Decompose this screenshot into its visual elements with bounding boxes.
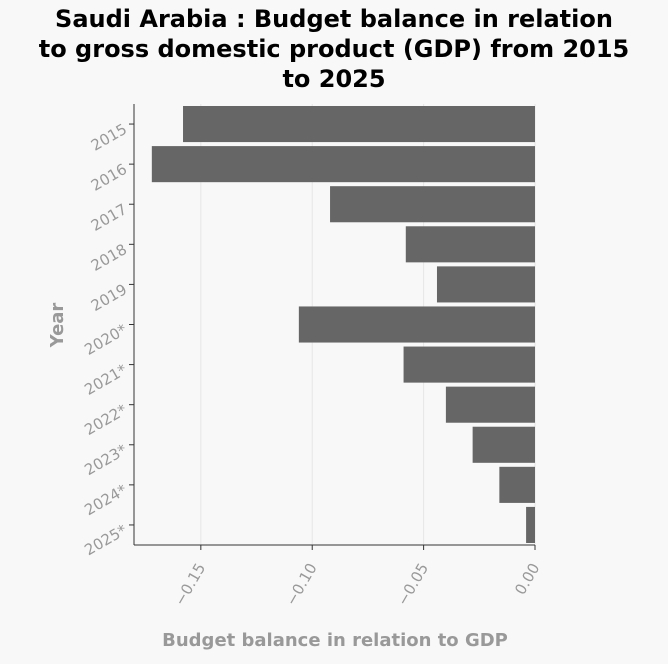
- y-tick-label: 2025*: [81, 521, 130, 560]
- chart-title-line-2: to gross domestic product (GDP) from 201…: [38, 35, 630, 63]
- bar: [472, 426, 535, 463]
- bar: [298, 306, 535, 343]
- y-axis-title: Year: [47, 303, 68, 349]
- y-tick-label: 2020*: [81, 320, 130, 359]
- y-tick-label: 2015: [88, 120, 130, 155]
- x-axis-title: Budget balance in relation to GDP: [162, 630, 508, 651]
- y-tick-label: 2018: [88, 240, 130, 275]
- x-tick-label: −0.05: [394, 560, 433, 609]
- y-tick-label: 2016: [88, 160, 130, 195]
- bar: [405, 226, 535, 263]
- y-tick-label: 2022*: [81, 400, 130, 439]
- x-tick-label: −0.10: [282, 560, 321, 609]
- y-tick-label: 2024*: [81, 480, 130, 519]
- chart-title-line-3: to 2025: [282, 65, 386, 93]
- bar: [436, 266, 535, 303]
- bar: [403, 346, 535, 383]
- bar: [151, 146, 536, 183]
- bar: [183, 106, 535, 143]
- bar: [526, 506, 535, 543]
- chart-title-line-1: Saudi Arabia : Budget balance in relatio…: [55, 5, 613, 33]
- y-tick-label: 2019: [88, 280, 130, 315]
- y-tick-label: 2023*: [81, 440, 130, 479]
- bar: [330, 186, 535, 223]
- y-tick-label: 2021*: [81, 360, 130, 399]
- bars: [151, 106, 536, 543]
- bar: [499, 466, 535, 503]
- bar: [445, 386, 535, 423]
- x-tick-label: 0.00: [511, 560, 543, 598]
- y-tick-label: 2017: [88, 200, 130, 235]
- chart-title: Saudi Arabia : Budget balance in relatio…: [0, 4, 668, 94]
- x-tick-label: −0.15: [171, 560, 210, 609]
